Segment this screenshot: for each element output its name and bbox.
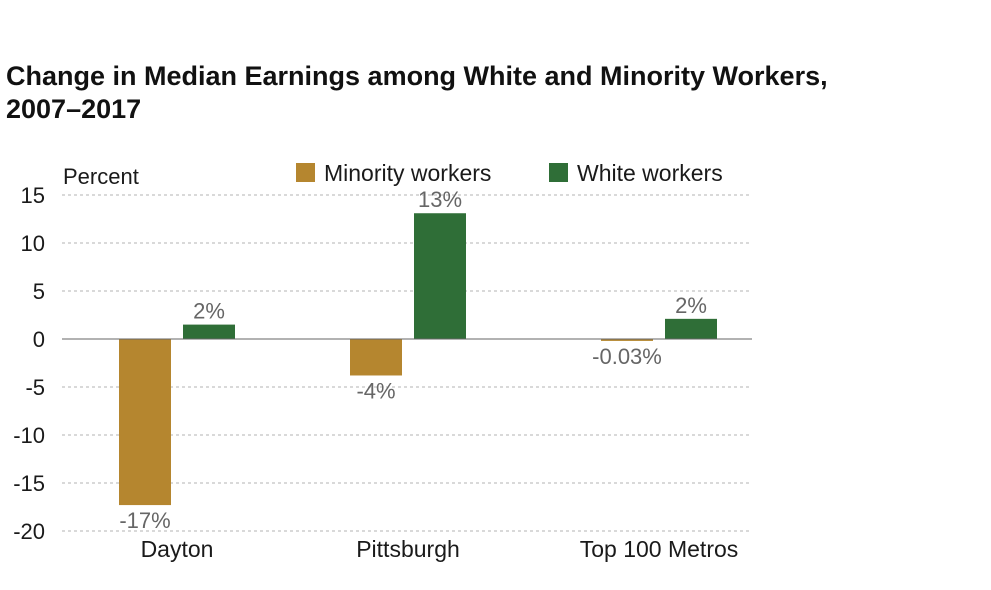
data-label: -0.03%	[592, 344, 662, 369]
y-tick-label: -5	[25, 375, 45, 400]
data-label: 2%	[675, 293, 707, 318]
gridlines	[62, 194, 752, 532]
y-tick-label: 15	[21, 183, 45, 208]
legend: Minority workers White workers	[296, 160, 723, 186]
bar	[183, 324, 235, 339]
bar	[601, 339, 653, 341]
legend-label: Minority workers	[324, 160, 491, 186]
y-tick-label: -10	[13, 423, 45, 448]
data-label: 2%	[193, 299, 225, 324]
legend-swatch	[549, 163, 568, 182]
bar	[119, 339, 171, 506]
bar	[665, 318, 717, 339]
chart-title: Change in Median Earnings among White an…	[6, 61, 828, 124]
bar	[414, 213, 466, 339]
bars	[119, 213, 717, 506]
y-tick-label: 0	[33, 327, 45, 352]
y-axis-ticks: 15 10 5 0 -5 -10 -15 -20	[13, 183, 45, 544]
y-tick-label: -20	[13, 519, 45, 544]
data-label: 13%	[418, 187, 462, 212]
data-labels: -17% 2% -4% 13% -0.03% 2%	[119, 187, 707, 533]
legend-label: White workers	[577, 160, 723, 186]
y-tick-label: 10	[21, 231, 45, 256]
x-category-label: Top 100 Metros	[580, 536, 739, 562]
x-category-label: Dayton	[141, 536, 214, 562]
data-label: -4%	[356, 378, 395, 403]
bar	[350, 339, 402, 376]
data-label: -17%	[119, 508, 170, 533]
y-tick-label: 5	[33, 279, 45, 304]
y-axis-label: Percent	[63, 164, 139, 189]
y-tick-label: -15	[13, 471, 45, 496]
x-category-label: Pittsburgh	[356, 536, 460, 562]
legend-swatch	[296, 163, 315, 182]
x-axis-categories: Dayton Pittsburgh Top 100 Metros	[141, 536, 739, 562]
